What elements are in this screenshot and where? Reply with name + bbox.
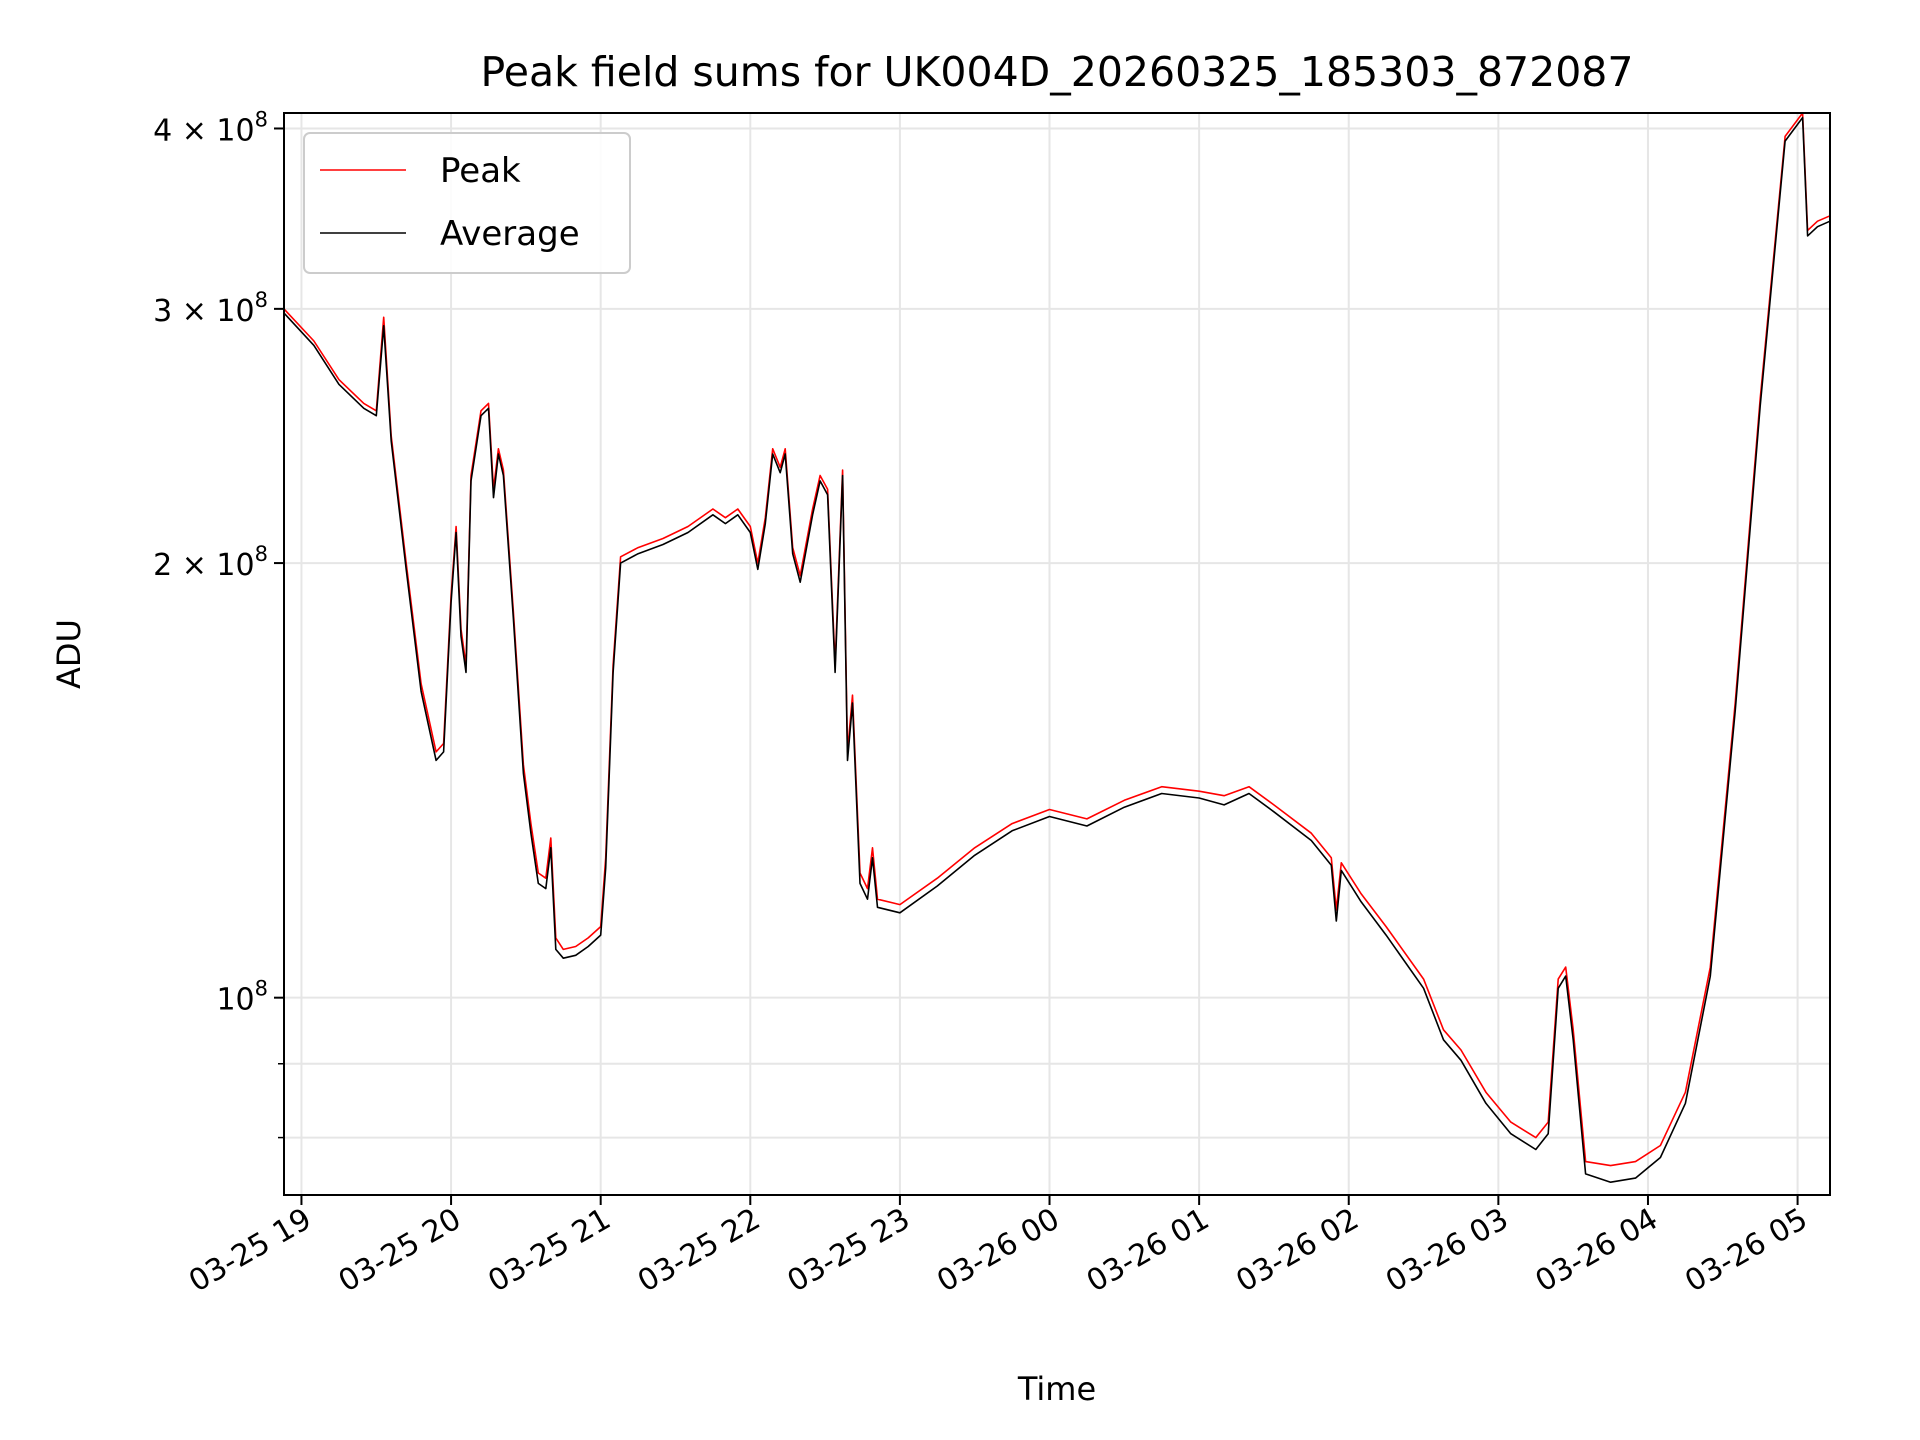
- series-line-average: [283, 116, 1831, 1183]
- plot-frame: [283, 112, 1831, 1196]
- legend-box: [303, 132, 631, 274]
- legend: Peak Average: [303, 132, 631, 274]
- y-tick-label: 2 × 108: [153, 542, 268, 583]
- legend-label-peak: Peak: [440, 151, 521, 191]
- chart-title: Peak field sums for UK004D_20260325_1853…: [481, 48, 1634, 96]
- series-line-peak: [283, 112, 1831, 1167]
- y-tick-label: 3 × 108: [153, 288, 268, 329]
- grid: [284, 113, 1830, 1195]
- y-axis-label: ADU: [50, 619, 88, 689]
- legend-label-average: Average: [440, 214, 580, 254]
- y-tick-label: 4 × 108: [153, 107, 268, 148]
- series-lines: [283, 112, 1831, 1183]
- x-axis-label: Time: [1017, 1370, 1096, 1408]
